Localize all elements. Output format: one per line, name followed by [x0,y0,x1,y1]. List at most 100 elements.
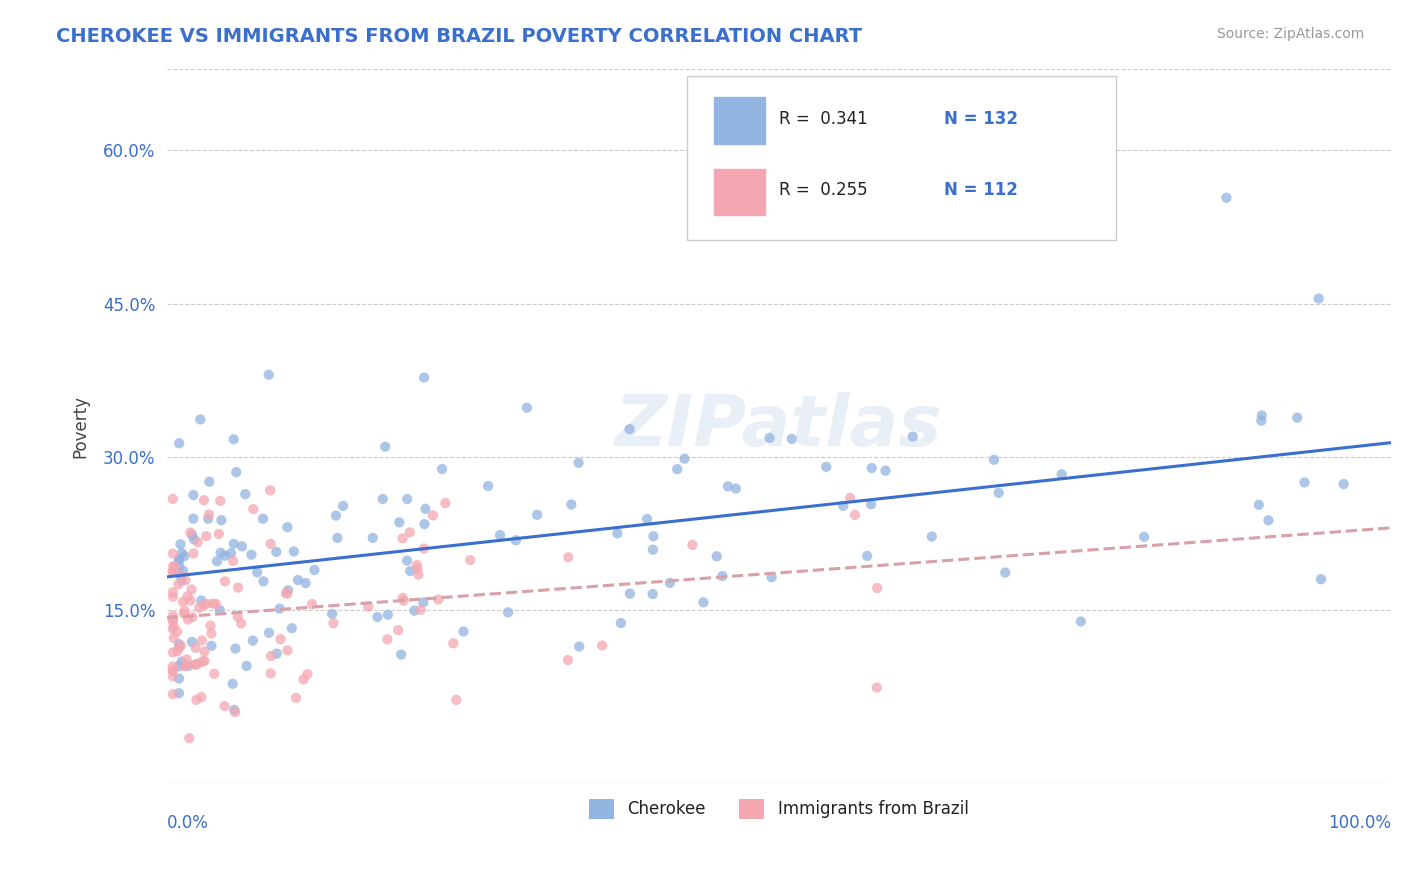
Point [167,553,190,567]
Point [184,657,207,672]
Point [269,601,291,615]
Text: R =  0.255: R = 0.255 [779,181,868,199]
Point [860,461,883,475]
Point [901,429,924,443]
Point [252,574,274,589]
Point [174,574,197,588]
Point [277,583,299,598]
Point [860,497,883,511]
Y-axis label: Poverty: Poverty [72,394,89,458]
Point [259,537,281,551]
Point [422,508,444,523]
Point [304,563,326,577]
Point [208,603,231,617]
FancyBboxPatch shape [688,76,1115,240]
Point [176,652,198,666]
Point [225,465,247,479]
Point [162,614,184,628]
Point [231,616,253,631]
Point [706,549,728,564]
Point [399,564,422,578]
Text: R =  0.341: R = 0.341 [779,110,868,128]
Point [666,462,689,476]
Point [162,564,184,578]
Point [610,616,633,631]
Point [568,640,591,654]
Point [167,566,190,581]
Point [441,636,464,650]
Point [398,525,420,540]
Bar [714,97,765,144]
Point [641,587,664,601]
Point [193,654,215,668]
Point [194,644,217,658]
Point [184,640,207,655]
Point [266,545,288,559]
Point [187,535,209,549]
Point [221,677,243,691]
Point [162,659,184,673]
Point [1294,475,1316,490]
Point [446,693,468,707]
Point [326,531,349,545]
Point [643,529,665,543]
Point [396,492,419,507]
Point [176,590,198,604]
Point [458,553,481,567]
Point [167,558,190,573]
Point [162,664,184,678]
Point [166,644,188,658]
Point [388,516,411,530]
Point [170,655,193,669]
Point [183,511,205,525]
Point [1250,409,1272,423]
Point [516,401,538,415]
Point [167,686,190,700]
Point [636,512,658,526]
Point [994,566,1017,580]
Point [489,528,512,542]
Point [921,530,943,544]
Text: Source: ZipAtlas.com: Source: ZipAtlas.com [1216,27,1364,41]
Point [224,703,246,717]
Point [246,566,269,580]
Point [162,585,184,599]
Point [209,546,232,560]
Point [413,370,436,384]
Point [557,653,579,667]
Point [856,549,879,563]
Point [233,487,256,501]
Point [276,586,298,600]
Point [557,550,579,565]
Point [162,608,184,623]
Point [1050,467,1073,482]
Point [361,531,384,545]
Point [839,491,862,505]
Point [179,593,201,607]
Point [711,569,734,583]
Point [191,633,214,648]
Point [526,508,548,522]
Point [257,625,280,640]
Point [301,597,323,611]
Point [413,541,436,556]
Point [408,567,430,582]
Point [477,479,499,493]
Point [162,565,184,579]
Point [257,368,280,382]
Text: 100.0%: 100.0% [1329,814,1391,832]
Point [427,592,450,607]
Point [163,559,186,574]
Point [875,464,897,478]
Point [259,666,281,681]
Point [222,432,245,446]
Point [406,558,429,572]
Point [276,643,298,657]
Point [377,632,399,647]
Point [1310,572,1333,586]
Point [167,637,190,651]
Point [242,633,264,648]
Point [983,452,1005,467]
Point [167,552,190,566]
Point [560,498,582,512]
